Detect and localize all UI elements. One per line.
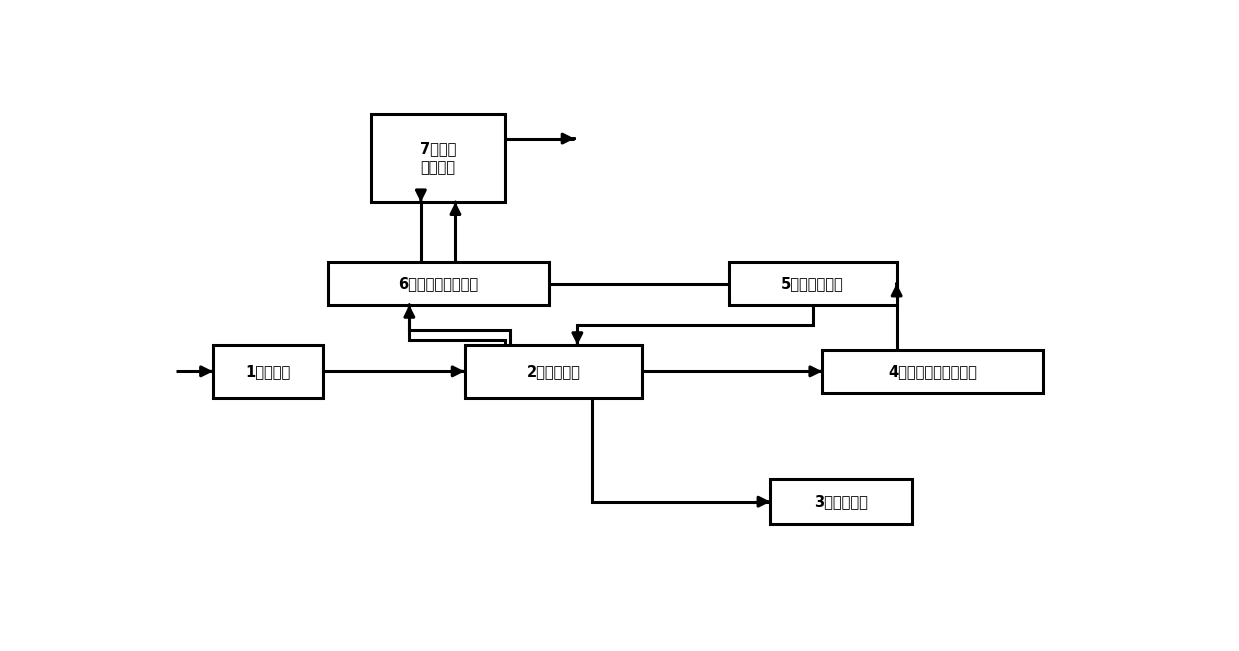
- Text: 2热脱附系统: 2热脱附系统: [527, 364, 580, 379]
- Text: 6烟气余热回收系统: 6烟气余热回收系统: [398, 276, 478, 291]
- Bar: [213, 345, 323, 398]
- Bar: [465, 345, 642, 398]
- Bar: [729, 262, 897, 305]
- Text: 4有机污染物除尘系统: 4有机污染物除尘系统: [888, 364, 978, 379]
- Text: 1进料系统: 1进料系统: [245, 364, 291, 379]
- Bar: [771, 479, 912, 524]
- Bar: [370, 115, 506, 202]
- Bar: [823, 350, 1043, 393]
- Text: 3土壤出料系: 3土壤出料系: [814, 494, 869, 509]
- Text: 7尾气处
理排放系: 7尾气处 理排放系: [420, 141, 456, 175]
- Bar: [327, 262, 549, 305]
- Text: 5可燃物燃烧系: 5可燃物燃烧系: [782, 276, 844, 291]
